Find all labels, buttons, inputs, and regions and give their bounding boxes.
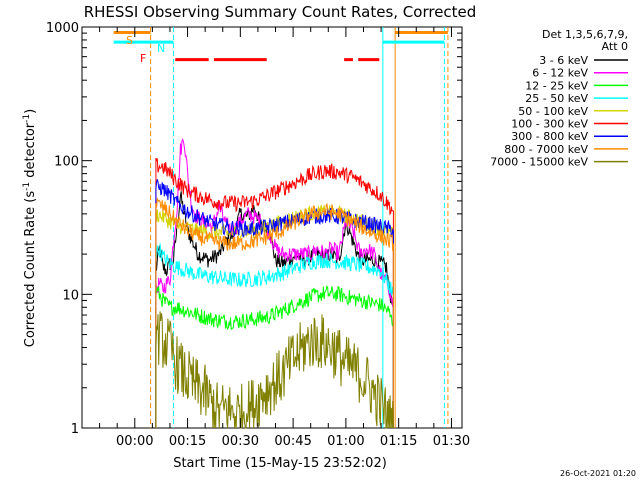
- legend-label-8: 7000 - 15000 keV: [490, 156, 588, 169]
- y-axis-label-main: Corrected Count Rate (s: [23, 191, 38, 348]
- legend-label-2: 12 - 25 keV: [525, 79, 588, 92]
- flag-segments: [113, 30, 448, 62]
- series-line-2: [155, 285, 394, 428]
- y-axis-label-sup2: -1: [22, 114, 32, 123]
- legend-label-7: 800 - 7000 keV: [504, 143, 588, 156]
- footer-timestamp: 26-Oct-2021 01:20: [560, 469, 636, 478]
- legend-label-0: 3 - 6 keV: [539, 54, 588, 67]
- x-tick-label-5: 01:15: [380, 434, 417, 449]
- x-tick-label-1: 00:15: [169, 434, 206, 449]
- x-axis-label: Start Time (15-May-15 23:52:02): [173, 456, 387, 471]
- flag-label-f: F: [140, 52, 146, 65]
- legend-label-5: 100 - 300 keV: [511, 118, 588, 131]
- chart-title: RHESSI Observing Summary Count Rates, Co…: [84, 3, 477, 21]
- legend-label-4: 50 - 100 keV: [518, 105, 588, 118]
- y-axis-label-end: ): [23, 109, 38, 114]
- y-axis-label-mid: detector: [23, 122, 38, 182]
- series-line-0: [155, 191, 394, 428]
- x-tick-label-0: 00:00: [116, 434, 153, 449]
- series-line-8: [155, 311, 394, 429]
- y-tick-label-3: 1000: [46, 21, 79, 36]
- y-axis-label: Corrected Count Rate (s-1 detector-1): [22, 109, 38, 347]
- x-tick-label-6: 01:30: [433, 434, 470, 449]
- y-tick-label-1: 10: [62, 288, 79, 303]
- legend-label-3: 25 - 50 keV: [525, 92, 588, 105]
- legend-header-line1: Det 1,3,5,6,7,9,: [542, 28, 628, 41]
- series-line-3: [155, 243, 394, 428]
- series-line-7: [155, 197, 394, 428]
- flag-label-n: N: [157, 42, 165, 55]
- legend-label-6: 300 - 800 keV: [511, 130, 588, 143]
- series-line-5: [155, 157, 394, 428]
- x-tick-label-2: 00:30: [222, 434, 259, 449]
- legend-label-1: 6 - 12 keV: [532, 67, 588, 80]
- flag-label-s: S: [126, 34, 133, 47]
- y-axis-label-sup1: -1: [22, 182, 32, 191]
- axes-layer: 1 10 100 1000 00:00 00:15 00:30 00:45 01:00 01:15…: [46, 21, 470, 449]
- x-tick-label-4: 01:00: [327, 434, 364, 449]
- y-tick-label-2: 100: [54, 155, 79, 170]
- y-tick-label-0: 1: [71, 422, 79, 437]
- x-tick-label-3: 00:45: [274, 434, 311, 449]
- legend-header-line2: Att 0: [602, 40, 628, 53]
- plot-frame: [81, 26, 463, 429]
- vertical-markers: [150, 27, 449, 428]
- series-line-1: [155, 137, 394, 428]
- series-layer: [155, 137, 394, 429]
